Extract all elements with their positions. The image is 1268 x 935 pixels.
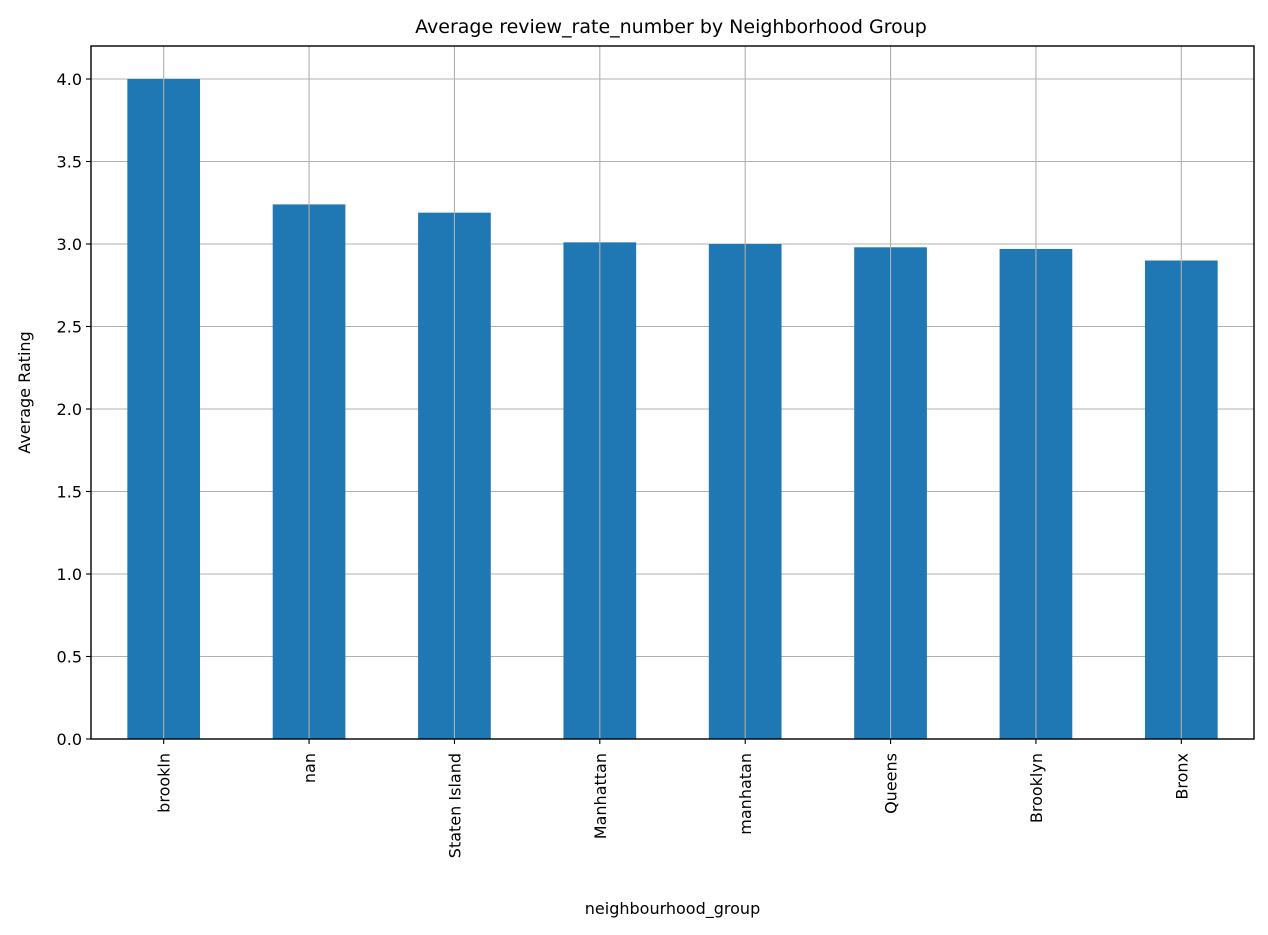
y-tick-label: 3.5 <box>57 153 82 172</box>
chart-title: Average review_rate_number by Neighborho… <box>415 16 927 38</box>
x-tick-label: brookln <box>155 753 174 813</box>
y-tick-label: 1.0 <box>57 565 82 584</box>
x-tick-label: Staten Island <box>445 753 464 858</box>
x-axis-label: neighbourhood_group <box>585 899 760 919</box>
x-tick-label: manhatan <box>736 753 755 835</box>
grid-layer <box>91 78 1254 740</box>
vertical-grid-layer <box>163 46 1182 739</box>
x-tick-label: Manhattan <box>591 753 610 839</box>
y-tick-label: 1.5 <box>57 483 82 502</box>
y-tick-label: 3.0 <box>57 235 82 254</box>
x-axis-ticks: brookln nan Staten Island Manhattan manhatan… <box>155 739 1191 858</box>
y-axis-label: Average Rating <box>15 331 34 453</box>
y-tick-label: 4.0 <box>57 70 82 89</box>
x-tick-label: Bronx <box>1172 753 1191 800</box>
y-tick-label: 2.5 <box>57 318 82 337</box>
x-tick-label: nan <box>300 753 319 783</box>
x-tick-label: Brooklyn <box>1027 753 1046 823</box>
axes-frame <box>90 45 1255 740</box>
y-axis-ticks: 0.0 0.5 1.0 1.5 2.0 2.5 3.0 3.5 4.0 <box>57 70 91 749</box>
x-tick-label: Queens <box>882 753 901 814</box>
y-tick-label: 0.0 <box>57 730 82 749</box>
y-tick-label: 0.5 <box>57 648 82 667</box>
y-tick-label: 2.0 <box>57 400 82 419</box>
